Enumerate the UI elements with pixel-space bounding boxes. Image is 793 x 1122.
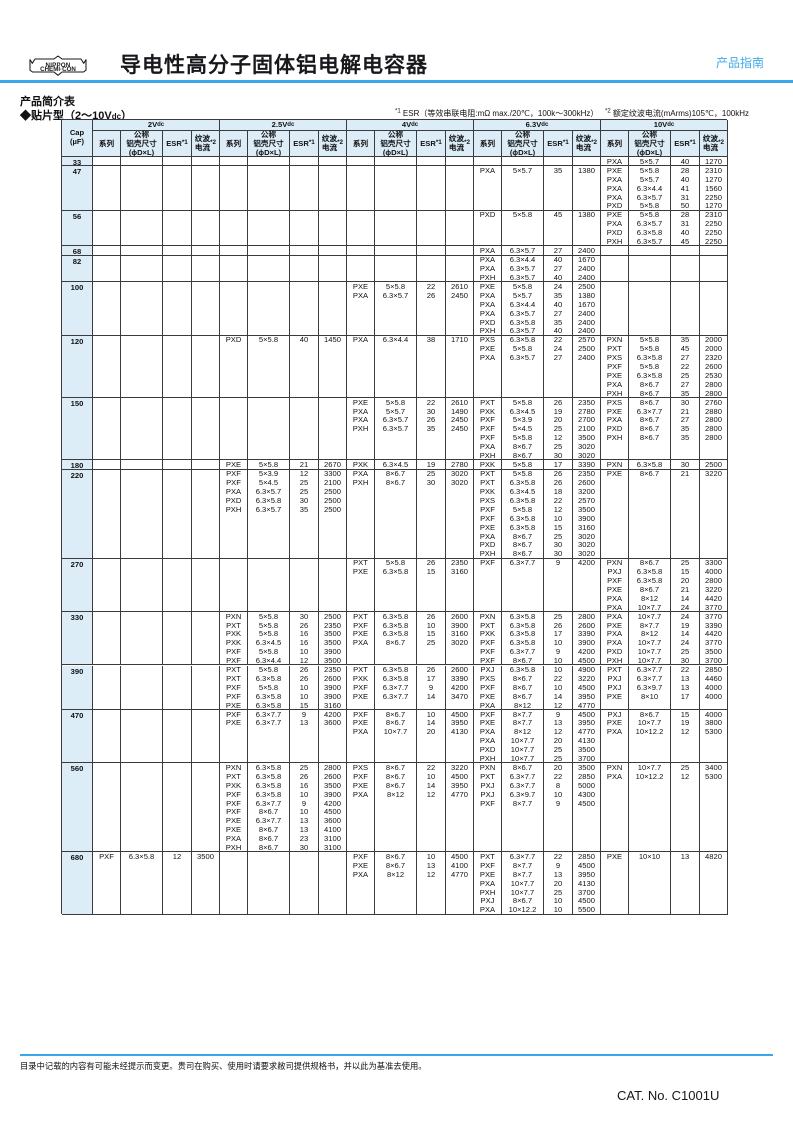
svg-text:CHEMI·CON: CHEMI·CON — [40, 66, 76, 73]
